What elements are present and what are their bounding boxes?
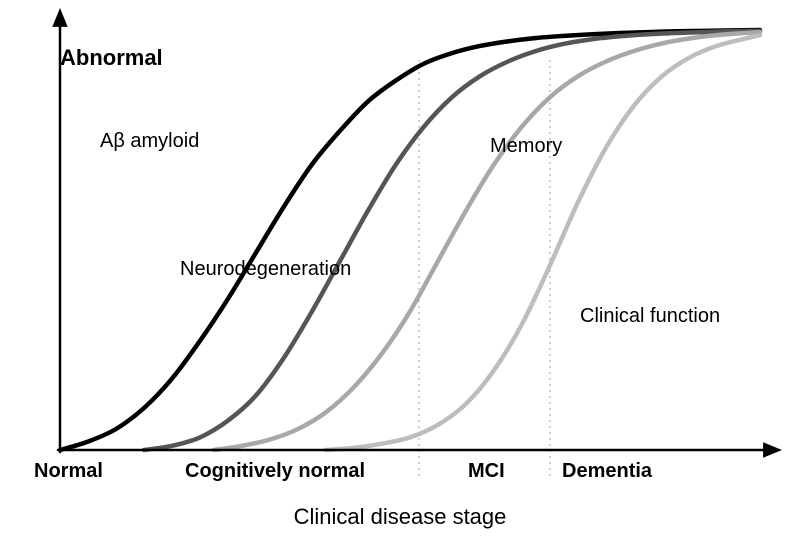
x-axis-stage-label: MCI — [468, 460, 505, 483]
figure-canvas: Abnormal Normal Cognitively normal MCI Dem… — [0, 0, 800, 541]
x-axis-label: Clinical disease stage — [0, 504, 800, 530]
series-label-memory: Memory — [490, 135, 562, 158]
stage-dividers — [419, 60, 550, 478]
series-curve-memory — [214, 32, 760, 450]
x-axis-stage-label: Dementia — [562, 460, 652, 483]
y-axis-label: Abnormal — [60, 45, 163, 71]
series-label-a-amyloid: Aβ amyloid — [100, 130, 199, 153]
x-axis-stage-label: Cognitively normal — [185, 460, 365, 483]
y-axis-tick-normal: Normal — [34, 460, 103, 483]
plot-svg — [0, 0, 800, 541]
series-label-neurodegeneration: Neurodegeneration — [180, 258, 351, 281]
series-group — [60, 30, 760, 450]
series-curve-clinical-function — [326, 35, 760, 450]
series-curve-neurodegeneration — [144, 31, 760, 450]
series-curve-a-amyloid — [60, 30, 760, 450]
series-label-clinical-function: Clinical function — [580, 305, 720, 328]
